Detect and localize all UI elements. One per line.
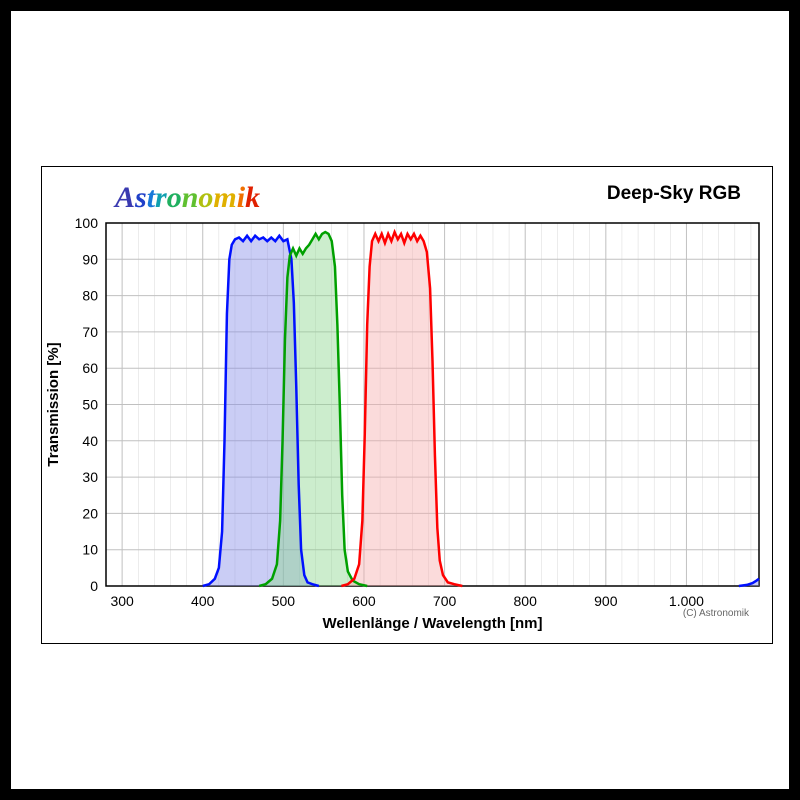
chart-frame: Astronomik Deep-Sky RGB (C) Astronomik 0…	[11, 11, 789, 789]
y-axis-label: Transmission [%]	[45, 342, 62, 466]
y-tick-label: 20	[82, 505, 98, 521]
y-tick-label: 70	[82, 324, 98, 340]
x-tick-label: 900	[594, 593, 618, 609]
x-tick-label: 500	[272, 593, 296, 609]
transmission-chart: 0 10 20 30 40 50 60 70 80 90 100 300 400 500 600 700 800…	[41, 166, 773, 644]
y-tick-label: 40	[82, 433, 98, 449]
y-tick-label: 50	[82, 397, 98, 413]
x-tick-label: 700	[433, 593, 457, 609]
y-tick-label: 30	[82, 469, 98, 485]
x-axis-label: Wellenlänge / Wavelength [nm]	[322, 615, 542, 632]
x-tick-label: 400	[191, 593, 215, 609]
y-tick-label: 80	[82, 288, 98, 304]
x-tick-label: 1.000	[669, 593, 704, 609]
x-tick-label: 600	[352, 593, 376, 609]
x-tick-label: 300	[110, 593, 134, 609]
y-tick-label: 90	[82, 251, 98, 267]
x-tick-label: 800	[514, 593, 538, 609]
y-tick-label: 10	[82, 542, 98, 558]
y-tick-label: 100	[75, 215, 99, 231]
y-tick-label: 0	[90, 578, 98, 594]
y-tick-label: 60	[82, 360, 98, 376]
